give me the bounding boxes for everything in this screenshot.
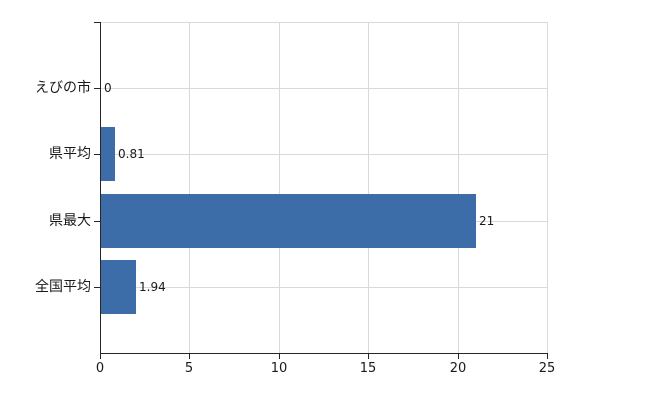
x-axis-tick bbox=[189, 353, 190, 359]
x-tick-label: 0 bbox=[95, 361, 105, 376]
y-axis-tick bbox=[94, 88, 100, 89]
gridline-vertical bbox=[279, 22, 280, 353]
gridline-vertical bbox=[547, 22, 548, 353]
x-axis-tick bbox=[100, 353, 101, 359]
gridline-vertical bbox=[189, 22, 190, 353]
x-axis-tick bbox=[368, 353, 369, 359]
gridline-horizontal bbox=[100, 88, 547, 89]
bar-1 bbox=[101, 127, 115, 181]
y-axis-tick bbox=[94, 154, 100, 155]
bar-3 bbox=[101, 260, 136, 314]
category-label: 県最大 bbox=[49, 213, 91, 229]
x-tick-label: 10 bbox=[270, 361, 288, 376]
x-axis-line bbox=[100, 353, 548, 354]
y-axis-tick bbox=[94, 287, 100, 288]
category-label: えびの市 bbox=[35, 80, 91, 96]
gridline-horizontal-top bbox=[100, 22, 547, 23]
x-tick-label: 5 bbox=[184, 361, 194, 376]
x-tick-label: 20 bbox=[449, 361, 467, 376]
x-tick-label: 15 bbox=[359, 361, 377, 376]
gridline-vertical bbox=[368, 22, 369, 353]
value-label: 21 bbox=[479, 214, 495, 228]
value-label: 0 bbox=[104, 81, 112, 95]
gridline-horizontal bbox=[100, 287, 547, 288]
category-label: 県平均 bbox=[49, 146, 91, 162]
category-label: 全国平均 bbox=[35, 279, 91, 295]
y-axis-line bbox=[100, 22, 101, 354]
x-axis-tick bbox=[279, 353, 280, 359]
y-axis-tick bbox=[94, 221, 100, 222]
value-label: 1.94 bbox=[139, 280, 166, 294]
x-axis-tick bbox=[458, 353, 459, 359]
bar-2 bbox=[101, 194, 476, 248]
gridline-horizontal bbox=[100, 154, 547, 155]
gridline-vertical bbox=[458, 22, 459, 353]
x-tick-label: 25 bbox=[538, 361, 556, 376]
x-axis-tick bbox=[547, 353, 548, 359]
value-label: 0.81 bbox=[118, 147, 145, 161]
y-axis-tick-top bbox=[94, 22, 100, 23]
